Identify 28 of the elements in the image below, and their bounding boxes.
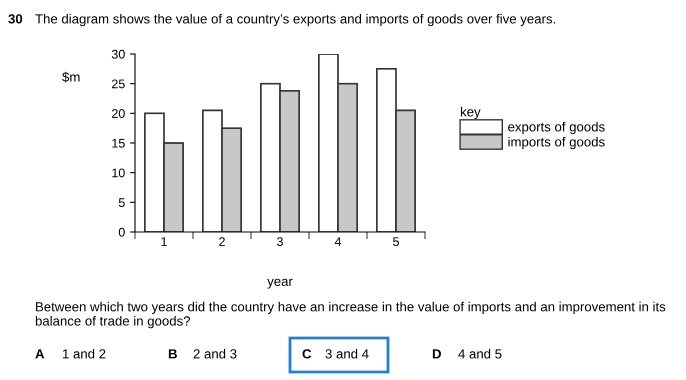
y-tick-label: 20 <box>112 109 125 118</box>
y-tick-label: 0 <box>118 228 125 237</box>
x-axis-title: year <box>267 278 293 289</box>
x-tick-label: 1 <box>161 237 167 246</box>
y-tick-label: 5 <box>118 198 125 207</box>
legend-label: exports of goods <box>508 122 605 134</box>
legend-label: imports of goods <box>508 136 605 150</box>
text: D <box>432 349 441 358</box>
x-tick-label: 2 <box>219 237 225 246</box>
chart-title: The diagram shows the value of a country’s exports and imports of goods over five years. <box>35 14 556 26</box>
text: 4 and 5 <box>458 348 502 359</box>
text: A <box>35 349 44 358</box>
text: 2 and 3 <box>194 348 236 359</box>
text: 1 and 2 <box>63 348 106 359</box>
text: B <box>168 349 177 358</box>
y-tick-label: 25 <box>112 79 125 88</box>
y-tick-label: 30 <box>112 50 125 59</box>
y-tick-label: 10 <box>112 168 125 178</box>
text: C <box>302 349 312 359</box>
x-tick-label: 3 <box>277 237 283 246</box>
x-tick-label: 4 <box>334 237 342 246</box>
text: 30 <box>8 14 22 24</box>
text: Between which two years did the country have an increase in the value of imports and an improvement in its balance of trade in goods? <box>36 302 666 328</box>
x-tick-label: 5 <box>393 237 399 246</box>
legend-title: key <box>460 106 481 120</box>
text: 3 and 4 <box>326 348 369 359</box>
y-axis-title: $m <box>62 72 80 82</box>
y-tick-label: 15 <box>112 138 125 148</box>
